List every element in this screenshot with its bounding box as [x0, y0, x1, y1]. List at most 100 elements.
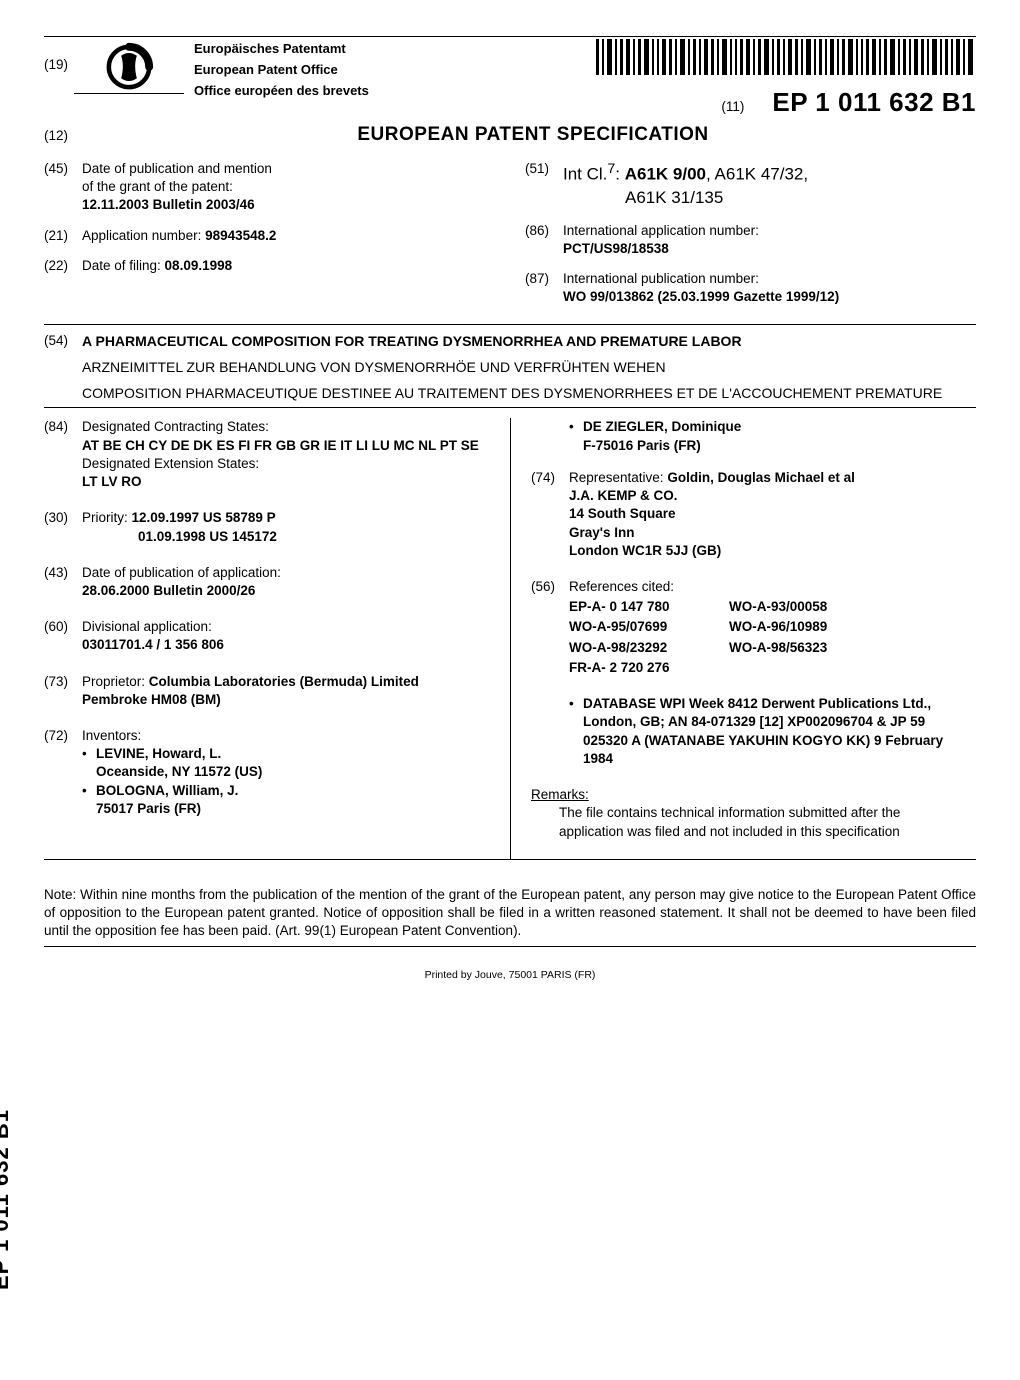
- field-30: (30) Priority: 12.09.1997 US 58789 P 01.…: [44, 509, 494, 545]
- field-43-value: 28.06.2000 Bulletin 2000/26: [82, 583, 255, 598]
- printer-line: Printed by Jouve, 75001 PARIS (FR): [44, 969, 976, 981]
- ref-1b: WO-A-93/00058: [729, 598, 879, 616]
- office-name-en: European Patent Office: [194, 62, 369, 77]
- field-43-label: Date of publication of application:: [82, 565, 281, 580]
- remarks-heading: Remarks:: [531, 787, 589, 802]
- field-code-54: (54): [44, 333, 82, 401]
- field-22-value: 08.09.1998: [165, 258, 233, 273]
- field-56-label: References cited:: [569, 579, 674, 594]
- field-21: (21) Application number: 98943548.2: [44, 227, 495, 245]
- field-code-56: (56): [531, 578, 569, 768]
- biblio-top: (45) Date of publication and mention of …: [44, 160, 976, 318]
- field-74-l1: J.A. KEMP & CO.: [569, 488, 678, 503]
- inventor-3-addr: F-75016 Paris (FR): [583, 438, 701, 453]
- field-code-51: (51): [525, 160, 563, 210]
- inventor-1-addr: Oceanside, NY 11572 (US): [96, 764, 262, 779]
- field-code-84: (84): [44, 418, 82, 491]
- field-code-87: (87): [525, 270, 563, 306]
- title-block: (54) A PHARMACEUTICAL COMPOSITION FOR TR…: [44, 333, 976, 401]
- field-45-line2: of the grant of the patent:: [82, 179, 233, 194]
- ref-3a: WO-A-98/23292: [569, 639, 729, 657]
- field-code-22: (22): [44, 257, 82, 275]
- field-84: (84) Designated Contracting States: AT B…: [44, 418, 494, 491]
- ref-4a: FR-A- 2 720 276: [569, 659, 729, 677]
- ref-2a: WO-A-95/07699: [569, 618, 729, 636]
- field-code-86: (86): [525, 222, 563, 258]
- ref-4b: [729, 659, 879, 677]
- header: (19) Europäisches Patentamt European Pat…: [44, 36, 976, 118]
- field-74: (74) Representative: Goldin, Douglas Mic…: [531, 469, 960, 560]
- field-74-l3: Gray's Inn: [569, 525, 634, 540]
- office-names: Europäisches Patentamt European Patent O…: [194, 39, 369, 98]
- title-fr: COMPOSITION PHARMACEUTIQUE DESTINEE AU T…: [82, 385, 976, 401]
- field-code-60: (60): [44, 618, 82, 654]
- field-86-value: PCT/US98/18538: [563, 241, 669, 256]
- npl-ref: DATABASE WPI Week 8412 Derwent Publicati…: [569, 695, 960, 768]
- field-87: (87) International publication number: W…: [525, 270, 976, 306]
- field-87-label: International publication number:: [563, 271, 759, 286]
- biblio-top-right: (51) Int Cl.7: A61K 9/00, A61K 47/32,A61…: [525, 160, 976, 318]
- rule-3: [44, 859, 976, 860]
- remarks-text: The file contains technical information …: [559, 804, 960, 840]
- publication-number-row: (11) EP 1 011 632 B1: [721, 87, 976, 118]
- doc-kind: EUROPEAN PATENT SPECIFICATION: [90, 124, 976, 146]
- field-code-30: (30): [44, 509, 82, 545]
- rule-1: [44, 324, 976, 325]
- field-60-value: 03011701.4 / 1 356 806: [82, 637, 224, 652]
- field-84-states: AT BE CH CY DE DK ES FI FR GB GR IE IT L…: [82, 438, 479, 453]
- field-code-72: (72): [44, 727, 82, 818]
- title-en: A PHARMACEUTICAL COMPOSITION FOR TREATIN…: [82, 333, 976, 349]
- field-74-rep: Goldin, Douglas Michael et al: [667, 470, 855, 485]
- field-84-ext-label: Designated Extension States:: [82, 456, 259, 471]
- field-51-body: Int Cl.7: A61K 9/00, A61K 47/32,A61K 31/…: [563, 160, 976, 210]
- field-72-label: Inventors:: [82, 728, 141, 743]
- field-30-p1: 12.09.1997 US 58789 P: [132, 510, 276, 525]
- field-60: (60) Divisional application: 03011701.4 …: [44, 618, 494, 654]
- lower-right-col: DE ZIEGLER, Dominique F-75016 Paris (FR)…: [510, 418, 976, 858]
- logo-underline: [74, 93, 184, 94]
- field-43: (43) Date of publication of application:…: [44, 564, 494, 600]
- field-84-label: Designated Contracting States:: [82, 419, 269, 434]
- doc-kind-row: (12) EUROPEAN PATENT SPECIFICATION: [44, 124, 976, 146]
- office-name-fr: Office européen des brevets: [194, 83, 369, 98]
- inventor-3-block: DE ZIEGLER, Dominique F-75016 Paris (FR): [531, 418, 960, 454]
- field-74-l4: London WC1R 5JJ (GB): [569, 543, 721, 558]
- title-de: ARZNEIMITTEL ZUR BEHANDLUNG VON DYSMENOR…: [82, 359, 976, 375]
- lower-left-col: (84) Designated Contracting States: AT B…: [44, 418, 510, 858]
- office-name-de: Europäisches Patentamt: [194, 41, 369, 56]
- field-84-ext-states: LT LV RO: [82, 474, 142, 489]
- inventor-1-name: LEVINE, Howard, L.: [96, 746, 221, 761]
- field-73-addr: Pembroke HM08 (BM): [82, 692, 221, 707]
- field-22: (22) Date of filing: 08.09.1998: [44, 257, 495, 275]
- field-74-label: Representative:: [569, 470, 664, 485]
- ref-1a: EP-A- 0 147 780: [569, 598, 729, 616]
- remarks-block: Remarks: The file contains technical inf…: [531, 786, 960, 841]
- field-60-label: Divisional application:: [82, 619, 212, 634]
- inventor-3-name: DE ZIEGLER, Dominique: [583, 419, 741, 434]
- field-86-label: International application number:: [563, 223, 759, 238]
- references-grid: EP-A- 0 147 780 WO-A-93/00058 WO-A-95/07…: [569, 598, 960, 677]
- opposition-note: Note: Within nine months from the public…: [44, 886, 976, 948]
- field-86: (86) International application number: P…: [525, 222, 976, 258]
- field-code-74: (74): [531, 469, 569, 560]
- field-code-45: (45): [44, 160, 82, 215]
- field-45-line1: Date of publication and mention: [82, 161, 272, 176]
- spine-pubnum: EP 1 011 632 B1: [0, 1109, 14, 1290]
- rule-2: [44, 407, 976, 408]
- field-87-value: WO 99/013862 (25.03.1999 Gazette 1999/12…: [563, 289, 839, 304]
- field-code-21: (21): [44, 227, 82, 245]
- barcode-icon: [596, 39, 976, 75]
- field-30-label: Priority:: [82, 510, 128, 525]
- epo-logo-icon: [101, 39, 157, 95]
- inventor-1: LEVINE, Howard, L. Oceanside, NY 11572 (…: [82, 745, 494, 781]
- field-21-label: Application number:: [82, 228, 205, 243]
- inventor-2-name: BOLOGNA, William, J.: [96, 783, 238, 798]
- field-code-43: (43): [44, 564, 82, 600]
- field-73-label: Proprietor:: [82, 674, 145, 689]
- field-73-name: Columbia Laboratories (Bermuda) Limited: [149, 674, 419, 689]
- office-code: (19): [44, 39, 68, 72]
- logo-wrap: [74, 39, 184, 94]
- field-51: (51) Int Cl.7: A61K 9/00, A61K 47/32,A61…: [525, 160, 976, 210]
- publication-number: EP 1 011 632 B1: [772, 87, 976, 118]
- field-72: (72) Inventors: LEVINE, Howard, L. Ocean…: [44, 727, 494, 818]
